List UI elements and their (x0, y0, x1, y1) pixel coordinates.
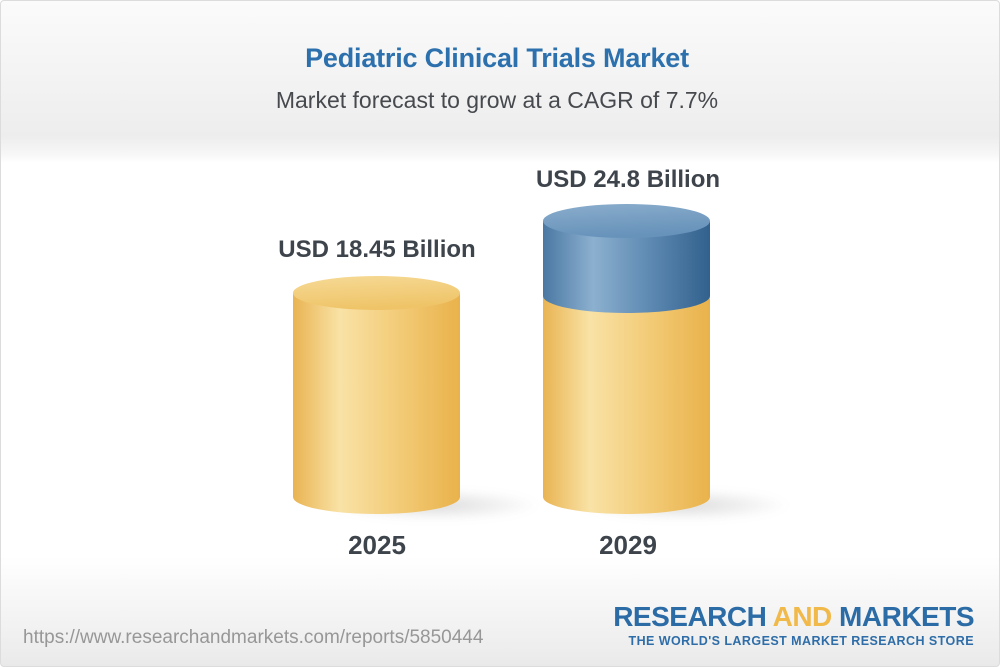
logo-word-markets: MARKETS (839, 601, 974, 632)
logo-word-and: AND (772, 601, 833, 632)
bar-cylinder-2025 (293, 276, 460, 514)
logo-word-research: RESEARCH (613, 601, 767, 632)
research-and-markets-logo: RESEARCH AND MARKETS THE WORLD'S LARGEST… (613, 603, 974, 649)
page-title: Pediatric Clinical Trials Market (305, 43, 689, 73)
report-url: https://www.researchandmarkets.com/repor… (23, 627, 484, 648)
value-label-2029: USD 24.8 Billion (535, 166, 721, 193)
category-label-2029: 2029 (599, 530, 657, 560)
bar-cylinder-2029 (543, 204, 710, 514)
value-label-2025: USD 18.45 Billion (278, 236, 476, 263)
logo-tagline: THE WORLD'S LARGEST MARKET RESEARCH STOR… (628, 634, 974, 648)
category-label-2025: 2025 (348, 530, 406, 560)
page-subtitle: Market forecast to grow at a CAGR of 7.7… (275, 87, 719, 113)
logo-wordmark: RESEARCH AND MARKETS (613, 603, 974, 631)
